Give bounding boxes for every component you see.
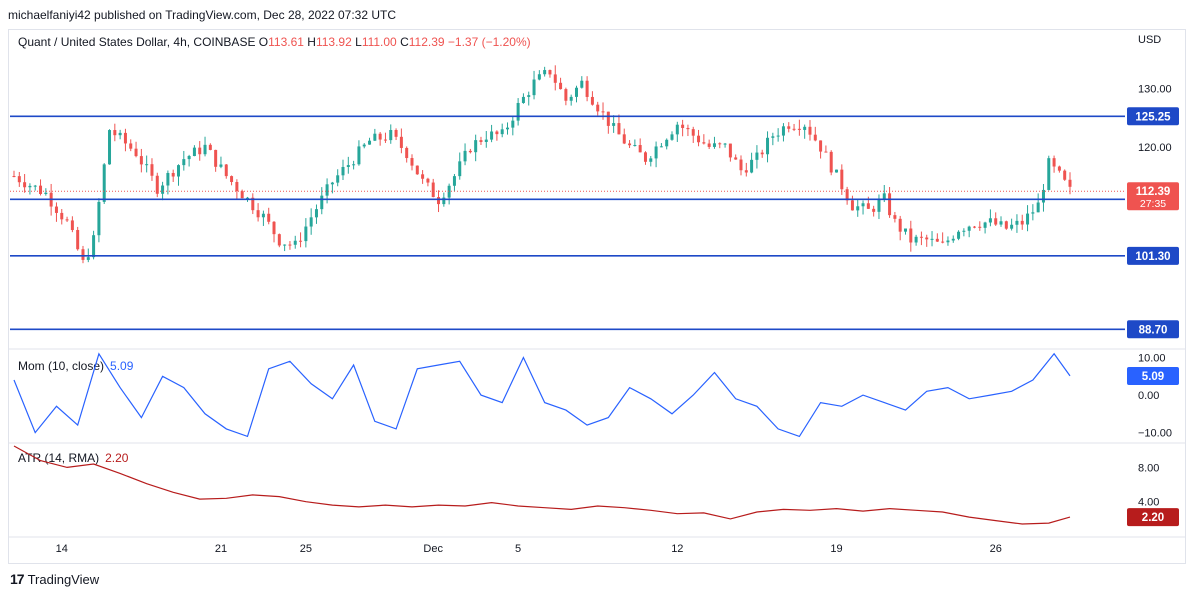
ohlc-low-label: L: [355, 35, 362, 49]
ohlc-close: 112.39: [408, 35, 445, 49]
atr-value: 2.20: [105, 451, 129, 465]
atr-label[interactable]: ATR (14, RMA): [18, 451, 100, 465]
chart-frame: [8, 29, 1186, 564]
mom-value: 5.09: [110, 359, 134, 373]
publisher-line: michaelfaniyi42 published on TradingView…: [8, 8, 397, 22]
footer-brand-label: TradingView: [27, 571, 100, 587]
footer-brand[interactable]: 17 TradingView: [10, 571, 99, 587]
ohlc-change: −1.37 (−1.20%): [447, 35, 531, 49]
currency-label: USD: [1138, 34, 1162, 46]
mom-label[interactable]: Mom (10, close): [18, 359, 105, 373]
ohlc-open-label: O: [258, 35, 269, 49]
ohlc-low: 111.00: [361, 35, 397, 49]
ohlc-high: 113.92: [315, 35, 352, 49]
ohlc-high-label: H: [307, 35, 316, 49]
mom-legend: Mom (10, close) 5.09: [18, 359, 133, 373]
atr-legend: ATR (14, RMA) 2.20: [18, 451, 128, 465]
ohlc-open: 113.61: [268, 35, 304, 49]
symbol-name[interactable]: Quant / United States Dollar, 4h, COINBA…: [18, 35, 256, 49]
symbol-legend: Quant / United States Dollar, 4h, COINBA…: [18, 35, 531, 49]
tradingview-logo-icon: 17: [10, 571, 25, 587]
ohlc-close-label: C: [400, 35, 409, 49]
